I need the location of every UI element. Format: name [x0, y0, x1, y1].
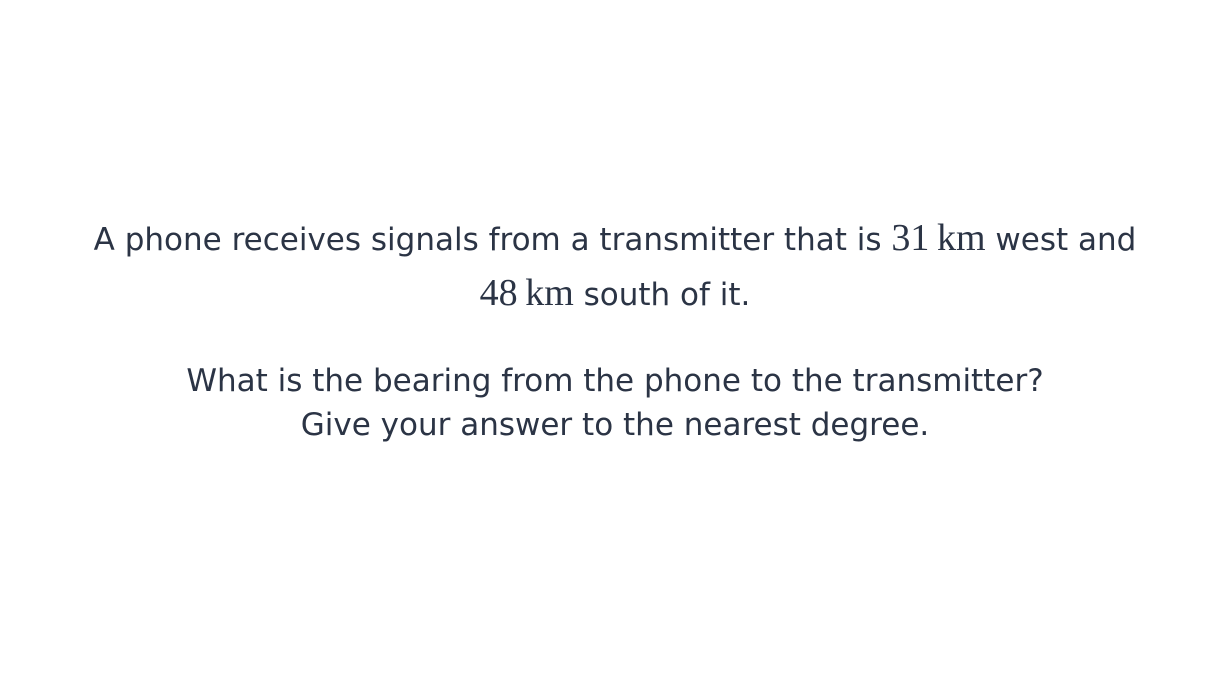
statement-west-suffix: west and [995, 222, 1137, 258]
west-distance-value: 31 [891, 217, 930, 259]
statement-text: A phone receives signals from a transmit… [93, 222, 882, 258]
west-distance: 31 km [891, 217, 985, 259]
south-distance-unit: km [525, 272, 574, 314]
west-distance-unit: km [936, 217, 986, 259]
south-distance-value: 48 [479, 272, 518, 314]
south-distance: 48 km [480, 272, 574, 314]
statement-south-suffix: south of it. [583, 277, 751, 313]
paragraph-spacer [0, 322, 1230, 359]
question-block: A phone receives signals from a transmit… [0, 212, 1230, 447]
answer-instruction: Give your answer to the nearest degree. [300, 407, 930, 443]
question-prompt: What is the bearing from the phone to th… [186, 363, 1044, 399]
question-statement-line-2: 48 km south of it. [0, 267, 1230, 322]
question-statement-line-1: A phone receives signals from a transmit… [0, 212, 1230, 267]
